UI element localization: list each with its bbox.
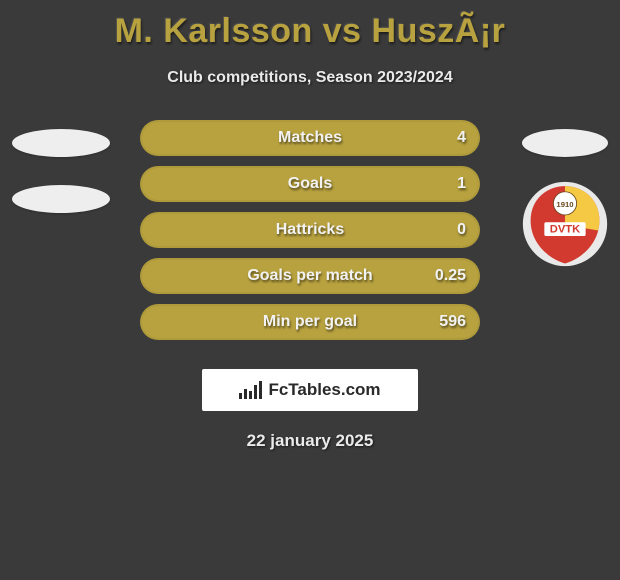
stat-value: 4 — [457, 129, 466, 147]
stat-label: Matches — [278, 129, 342, 147]
right-player-placeholder — [522, 129, 608, 157]
fctables-logo: FcTables.com — [202, 369, 418, 411]
left-player-column — [12, 115, 110, 213]
badge-label-text: DVTK — [550, 224, 580, 236]
right-player-column: DVTK 1910 — [522, 115, 608, 267]
date-text: 22 january 2025 — [0, 431, 620, 451]
stat-value: 596 — [439, 313, 466, 331]
stats-container: DVTK 1910 Matches 4 Goals 1 Hattricks 0 … — [0, 115, 620, 345]
stat-value: 0.25 — [435, 267, 466, 285]
stat-bar-goals-per-match: Goals per match 0.25 — [140, 258, 480, 294]
stat-bar-hattricks: Hattricks 0 — [140, 212, 480, 248]
stat-value: 1 — [457, 175, 466, 193]
stat-bar-min-per-goal: Min per goal 596 — [140, 304, 480, 340]
stat-label: Hattricks — [276, 221, 344, 239]
left-player-placeholder-1 — [12, 129, 110, 157]
stat-bar-matches: Matches 4 — [140, 120, 480, 156]
dvtk-badge-icon: DVTK 1910 — [522, 181, 608, 267]
left-player-placeholder-2 — [12, 185, 110, 213]
stat-value: 0 — [457, 221, 466, 239]
stat-label: Goals per match — [247, 267, 372, 285]
page-title: M. Karlsson vs HuszÃ¡r — [0, 0, 620, 51]
club-badge-dvtk: DVTK 1910 — [522, 181, 608, 267]
stat-label: Goals — [288, 175, 332, 193]
stat-label: Min per goal — [263, 313, 357, 331]
logo-text: FcTables.com — [268, 380, 380, 400]
stat-bar-goals: Goals 1 — [140, 166, 480, 202]
bar-chart-icon — [239, 381, 262, 399]
subtitle: Club competitions, Season 2023/2024 — [0, 69, 620, 87]
badge-year-text: 1910 — [556, 200, 573, 209]
stat-row: Min per goal 596 — [0, 299, 620, 345]
